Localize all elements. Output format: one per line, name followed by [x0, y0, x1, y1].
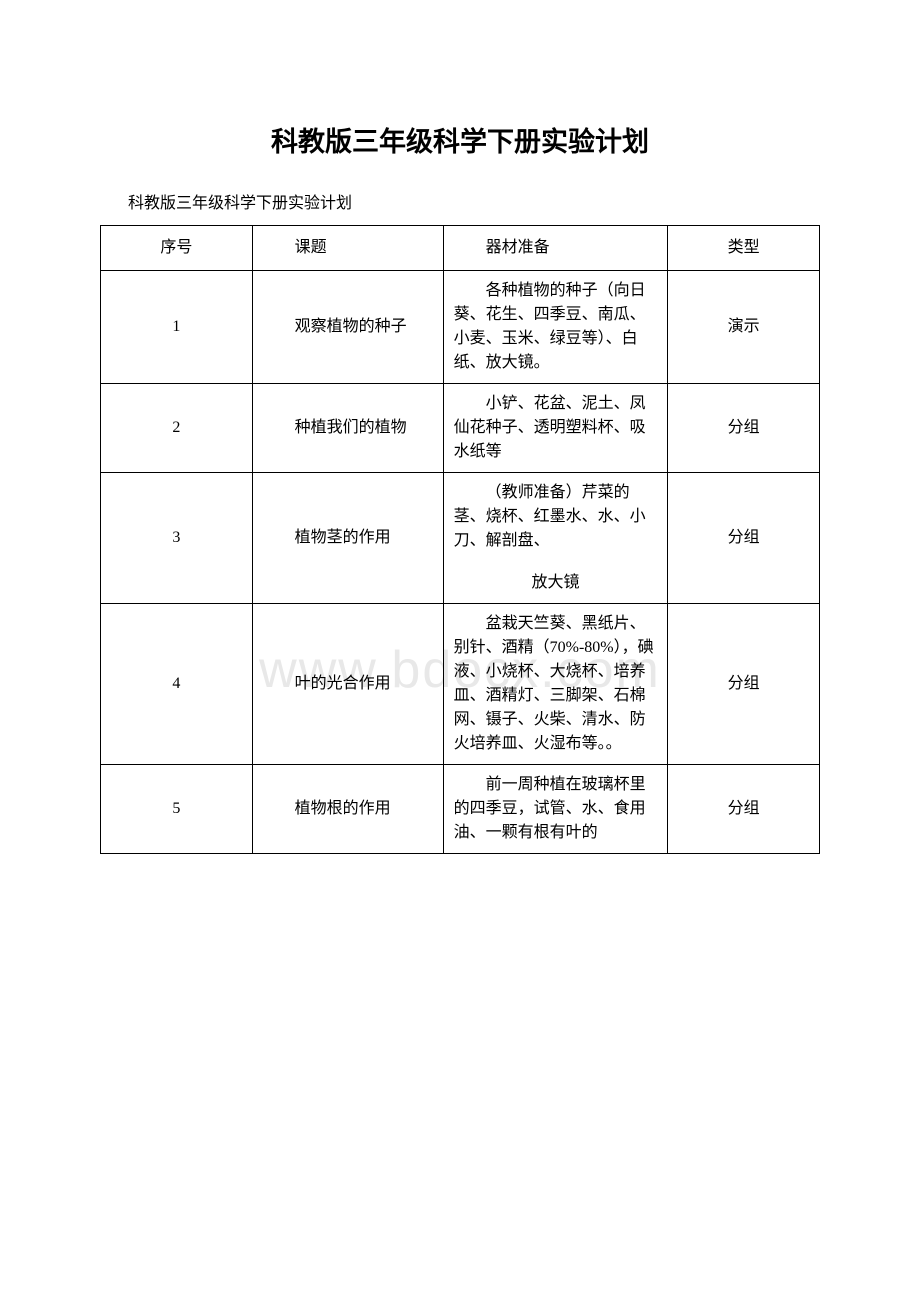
cell-materials: 前一周种植在玻璃杯里的四季豆，试管、水、食用油、一颗有根有叶的	[443, 765, 668, 854]
cell-materials: （教师准备）芹菜的茎、烧杯、红墨水、水、小刀、解剖盘、 放大镜	[443, 473, 668, 604]
header-num: 序号	[101, 226, 253, 271]
cell-type: 分组	[668, 604, 820, 765]
cell-num: 4	[101, 604, 253, 765]
materials-main: （教师准备）芹菜的茎、烧杯、红墨水、水、小刀、解剖盘、	[454, 481, 658, 553]
table-row: 3 植物茎的作用 （教师准备）芹菜的茎、烧杯、红墨水、水、小刀、解剖盘、 放大镜…	[101, 473, 820, 604]
cell-topic: 观察植物的种子	[252, 271, 443, 384]
page-subtitle: 科教版三年级科学下册实验计划	[100, 189, 820, 213]
table-header-row: 序号 课题 器材准备 类型	[101, 226, 820, 271]
cell-materials: 各种植物的种子（向日葵、花生、四季豆、南瓜、小麦、玉米、绿豆等）、白纸、放大镜。	[443, 271, 668, 384]
cell-num: 3	[101, 473, 253, 604]
cell-topic: 植物根的作用	[252, 765, 443, 854]
table-row: 2 种植我们的植物 小铲、花盆、泥土、凤仙花种子、透明塑料杯、吸水纸等 分组	[101, 384, 820, 473]
cell-type: 分组	[668, 473, 820, 604]
cell-num: 5	[101, 765, 253, 854]
materials-extra: 放大镜	[454, 553, 658, 595]
header-type: 类型	[668, 226, 820, 271]
cell-topic: 种植我们的植物	[252, 384, 443, 473]
cell-num: 2	[101, 384, 253, 473]
cell-topic: 叶的光合作用	[252, 604, 443, 765]
cell-type: 演示	[668, 271, 820, 384]
cell-type: 分组	[668, 384, 820, 473]
cell-materials: 盆栽天竺葵、黑纸片、别针、酒精（70%-80%），碘液、小烧杯、大烧杯、培养皿、…	[443, 604, 668, 765]
table-row: 5 植物根的作用 前一周种植在玻璃杯里的四季豆，试管、水、食用油、一颗有根有叶的…	[101, 765, 820, 854]
header-materials: 器材准备	[443, 226, 668, 271]
cell-num: 1	[101, 271, 253, 384]
header-topic: 课题	[252, 226, 443, 271]
table-row: 4 叶的光合作用 盆栽天竺葵、黑纸片、别针、酒精（70%-80%），碘液、小烧杯…	[101, 604, 820, 765]
cell-topic: 植物茎的作用	[252, 473, 443, 604]
page-title: 科教版三年级科学下册实验计划	[100, 120, 820, 159]
table-row: 1 观察植物的种子 各种植物的种子（向日葵、花生、四季豆、南瓜、小麦、玉米、绿豆…	[101, 271, 820, 384]
cell-type: 分组	[668, 765, 820, 854]
experiment-plan-table: 序号 课题 器材准备 类型 1 观察植物的种子 各种植物的种子（向日葵、花生、四…	[100, 225, 820, 854]
cell-materials: 小铲、花盆、泥土、凤仙花种子、透明塑料杯、吸水纸等	[443, 384, 668, 473]
